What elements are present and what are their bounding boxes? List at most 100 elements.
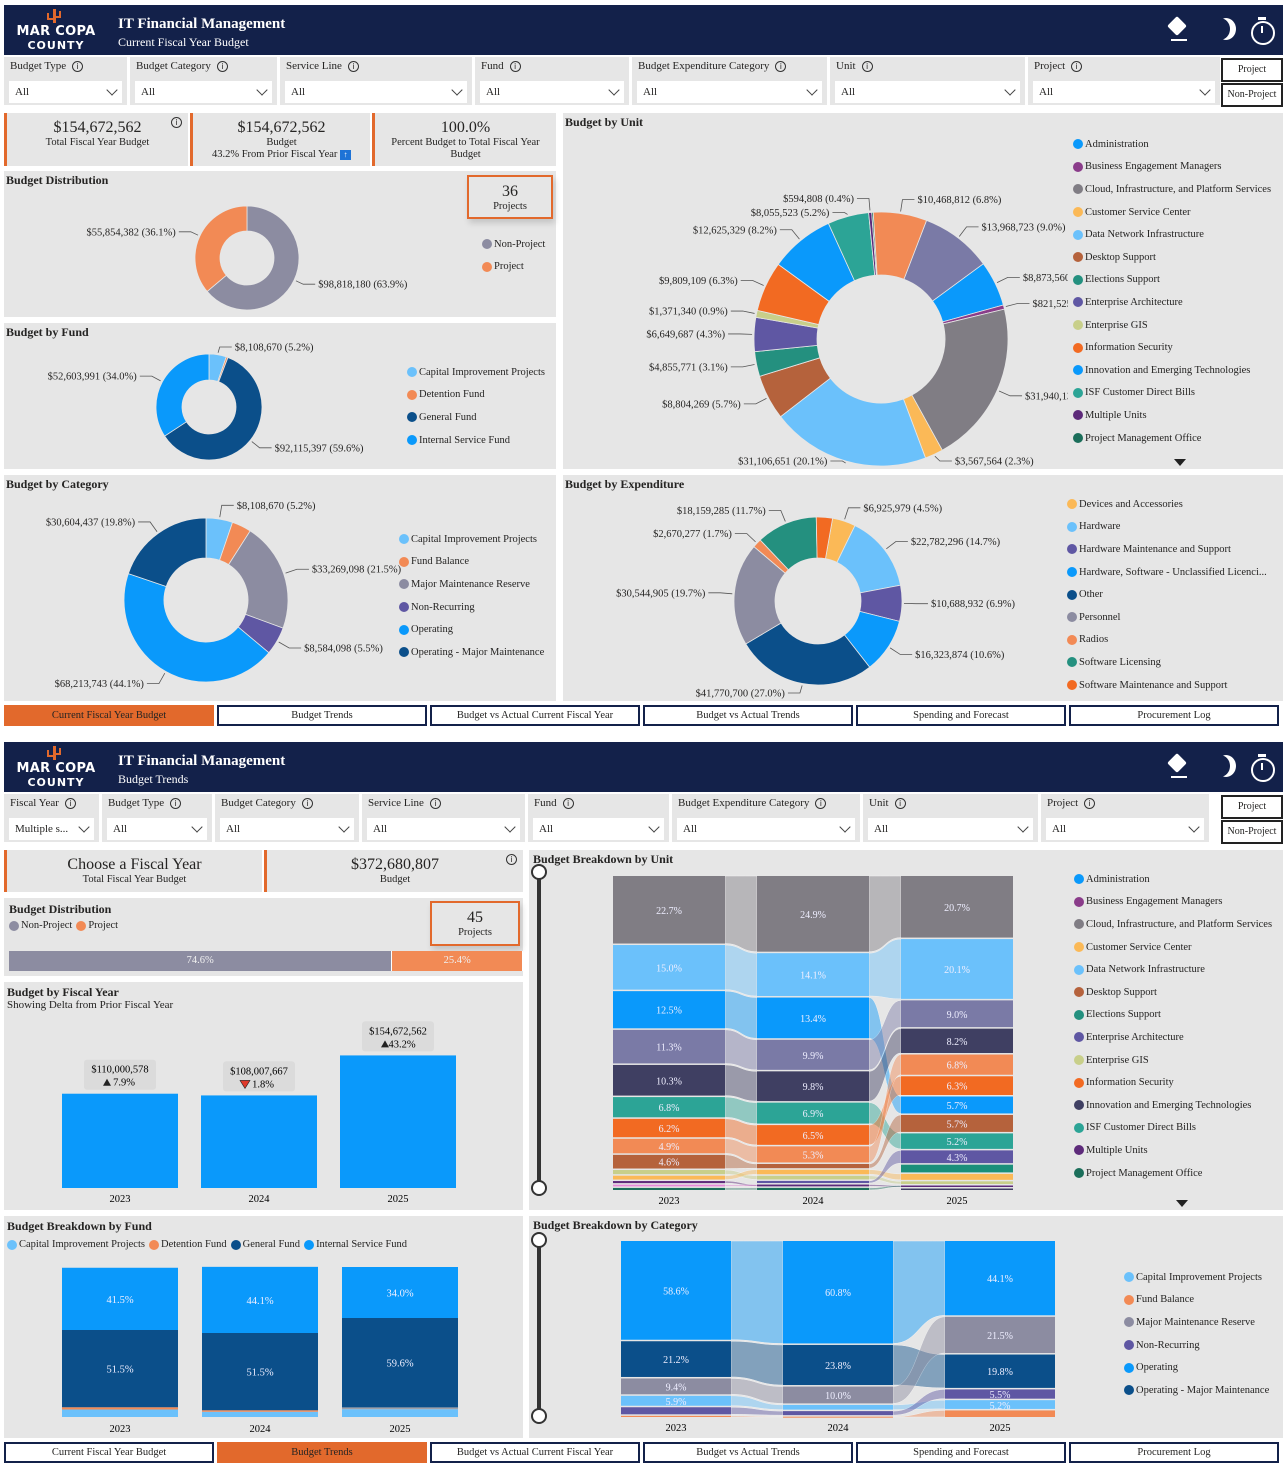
legend-item[interactable]: ISF Customer Direct Bills — [1073, 382, 1271, 405]
slice-operating-major-maintenance[interactable] — [127, 517, 207, 587]
bar-segment[interactable] — [757, 1180, 869, 1184]
legend-item[interactable]: Non-Project — [9, 920, 72, 931]
legend-item[interactable]: Hardware Maintenance and Support — [1067, 538, 1267, 561]
legend-scroll-down-icon[interactable] — [1176, 1200, 1188, 1207]
info-icon[interactable]: i — [170, 798, 182, 809]
nav-tab-budget-vs-actual-trends[interactable]: Budget vs Actual Trends — [643, 1442, 853, 1463]
bar-segment-internal-service-fund[interactable] — [342, 1267, 458, 1318]
bar-segment[interactable] — [901, 1150, 1013, 1164]
nav-tab-procurement-log[interactable]: Procurement Log — [1069, 1442, 1279, 1463]
slice-cloud-infrastructure-and-platform-services[interactable] — [911, 308, 1009, 451]
non-project-toggle-button[interactable]: Non-Project — [1221, 820, 1283, 844]
nav-tab-budget-vs-actual-trends[interactable]: Budget vs Actual Trends — [643, 705, 853, 726]
bar-segment-detention-fund[interactable] — [62, 1407, 178, 1410]
bar-segment[interactable] — [613, 1187, 725, 1190]
bar-segment-other[interactable] — [342, 1407, 458, 1410]
bar-segment[interactable] — [901, 1164, 1013, 1173]
nav-tab-spending-and-forecast[interactable]: Spending and Forecast — [856, 705, 1066, 726]
legend-item[interactable]: Multiple Units — [1074, 1139, 1272, 1162]
bar-segment[interactable] — [901, 1188, 1013, 1190]
moon-icon[interactable] — [1207, 17, 1233, 43]
bar-segment[interactable] — [613, 1118, 725, 1138]
bar-segment[interactable] — [901, 1181, 1013, 1185]
bar-segment[interactable] — [783, 1241, 893, 1344]
bar-segment[interactable] — [945, 1354, 1055, 1388]
filter-dropdown-budget-expenditure-category[interactable]: All — [637, 81, 822, 103]
bar-segment[interactable] — [613, 1029, 725, 1064]
bar-segment[interactable] — [901, 1114, 1013, 1132]
bar-2024[interactable] — [201, 1095, 317, 1188]
bar-segment[interactable] — [901, 1076, 1013, 1095]
slider-handle-end[interactable] — [531, 1180, 547, 1196]
legend-item[interactable]: Information Security — [1073, 336, 1271, 359]
bar-segment[interactable] — [621, 1378, 731, 1395]
filter-dropdown-fund[interactable]: All — [480, 81, 624, 103]
bar-segment[interactable] — [901, 1096, 1013, 1114]
bar-segment[interactable] — [613, 1181, 725, 1184]
info-icon[interactable]: i — [894, 798, 906, 809]
bar-segment[interactable] — [613, 876, 725, 944]
legend-item[interactable]: Enterprise GIS — [1074, 1049, 1272, 1072]
legend-item[interactable]: Hardware, Software - Unclassified Licenc… — [1067, 561, 1267, 584]
legend-item[interactable]: Project — [76, 920, 118, 931]
bar-segment[interactable] — [613, 1097, 725, 1118]
info-icon[interactable]: i — [301, 798, 313, 809]
legend-item[interactable]: Operating — [1124, 1356, 1269, 1379]
slider-handle-start[interactable] — [531, 1232, 547, 1248]
filter-dropdown-project[interactable]: All — [1033, 81, 1215, 103]
legend-item[interactable]: General Fund — [407, 406, 545, 429]
bar-segment[interactable] — [757, 1175, 869, 1180]
legend-scroll-down-icon[interactable] — [1174, 459, 1186, 466]
filter-dropdown-budget-expenditure-category[interactable]: All — [677, 818, 855, 840]
info-icon[interactable]: i — [562, 798, 574, 809]
bar-2025[interactable] — [340, 1055, 456, 1188]
filter-dropdown-unit[interactable]: All — [868, 818, 1033, 840]
bar-segment-internal-service-fund[interactable] — [62, 1267, 178, 1330]
bar-segment-internal-service-fund[interactable] — [202, 1266, 318, 1333]
bar-segment[interactable] — [757, 1163, 869, 1169]
legend-item[interactable]: Elections Support — [1074, 1004, 1272, 1027]
bar-segment-capital-improvement-projects[interactable] — [62, 1409, 178, 1418]
bar-segment-detention-fund[interactable] — [202, 1410, 318, 1412]
filter-dropdown-budget-type[interactable]: All — [107, 818, 207, 840]
bar-segment[interactable] — [613, 991, 725, 1029]
legend-item[interactable]: Cloud, Infrastructure, and Platform Serv… — [1073, 178, 1271, 201]
info-icon[interactable]: i — [861, 61, 873, 72]
bar-segment[interactable] — [945, 1410, 1055, 1417]
info-icon[interactable]: i — [216, 61, 228, 72]
bar-segment[interactable] — [613, 945, 725, 990]
nav-tab-current-fiscal-year-budget[interactable]: Current Fiscal Year Budget — [4, 1442, 214, 1463]
info-icon[interactable]: i — [72, 61, 84, 72]
legend-item[interactable]: Operating - Major Maintenance — [1124, 1379, 1269, 1402]
legend-item[interactable]: Desktop Support — [1073, 246, 1271, 269]
bar-segment[interactable] — [613, 1138, 725, 1154]
legend-item[interactable]: Customer Service Center — [1073, 201, 1271, 224]
info-icon[interactable]: i — [509, 61, 521, 72]
legend-item[interactable]: Project — [482, 256, 545, 279]
info-icon[interactable]: i — [506, 854, 517, 865]
bar-segment-general-fund[interactable] — [62, 1330, 178, 1408]
eraser-icon[interactable] — [1165, 17, 1191, 43]
legend-item[interactable]: Devices and Accessories — [1067, 493, 1267, 516]
slice-data-network-infrastructure[interactable] — [779, 377, 927, 467]
bar-segment[interactable] — [783, 1411, 893, 1416]
bar-segment[interactable] — [945, 1241, 1055, 1316]
legend-item[interactable]: Hardware — [1067, 516, 1267, 539]
bar-segment[interactable] — [783, 1416, 893, 1418]
bar-segment-general-fund[interactable] — [202, 1333, 318, 1411]
filter-dropdown-service-line[interactable]: All — [285, 81, 467, 103]
bar-segment[interactable] — [757, 1102, 869, 1124]
legend-item[interactable]: Major Maintenance Reserve — [399, 573, 544, 596]
slice-operating[interactable] — [123, 573, 270, 683]
info-icon[interactable]: i — [429, 798, 441, 809]
filter-dropdown-budget-type[interactable]: All — [9, 81, 122, 103]
bar-segment[interactable] — [757, 1039, 869, 1070]
legend-item[interactable]: Fund Balance — [399, 551, 544, 574]
bar-segment[interactable] — [901, 939, 1013, 999]
bar-segment[interactable] — [621, 1407, 731, 1415]
bar-2023[interactable] — [62, 1093, 178, 1188]
legend-item[interactable]: Software Maintenance and Support — [1067, 674, 1267, 697]
filter-dropdown-project[interactable]: All — [1046, 818, 1204, 840]
legend-item[interactable]: Information Security — [1074, 1071, 1272, 1094]
legend-item[interactable]: Capital Improvement Projects — [7, 1239, 145, 1250]
